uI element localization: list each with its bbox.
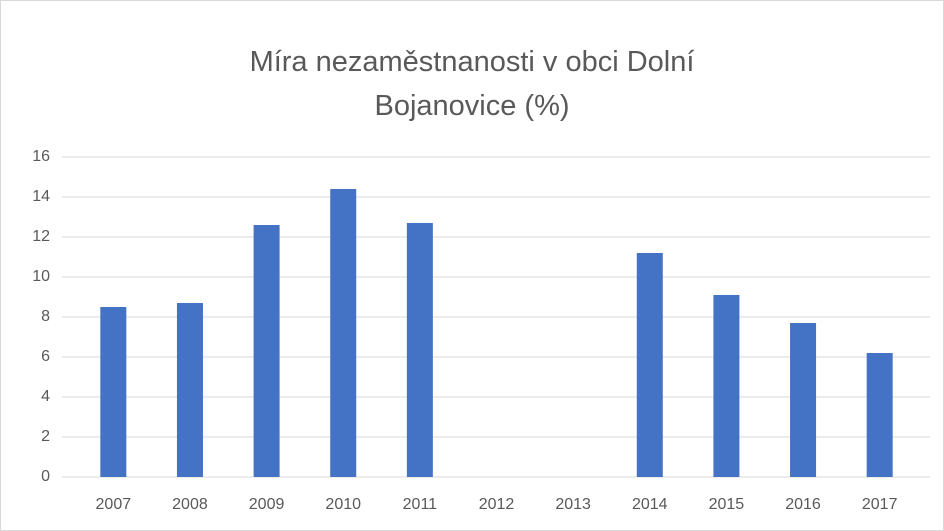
y-tick-label: 8 [41,308,50,325]
y-tick-label: 6 [41,348,50,365]
y-tick-label: 2 [41,428,50,445]
y-tick-label: 0 [41,468,50,485]
bar [253,225,280,477]
x-tick-label: 2010 [325,496,361,513]
x-tick-label: 2012 [479,496,515,513]
y-tick-label: 4 [41,388,50,405]
bar [636,253,663,477]
y-tick-label: 12 [32,228,50,245]
bar [330,189,357,477]
chart-title: Míra nezaměstnanosti v obci Dolní Bojano… [249,46,695,122]
x-tick-label: 2007 [96,496,132,513]
bar [866,353,893,477]
bar [406,223,433,477]
bar [713,295,740,477]
x-tick-label: 2011 [403,496,438,513]
bar [790,323,817,477]
x-tick-label: 2014 [632,496,668,513]
bar [100,307,127,477]
y-tick-label: 14 [32,188,50,205]
x-tick-label: 2016 [785,496,821,513]
x-tick-label: 2015 [709,496,745,513]
y-tick-label: 16 [32,148,50,165]
x-tick-label: 2013 [555,496,591,513]
x-tick-label: 2017 [862,496,898,513]
x-tick-label: 2009 [249,496,285,513]
bar [176,303,203,477]
y-tick-label: 10 [32,268,50,285]
x-tick-label: 2008 [172,496,208,513]
